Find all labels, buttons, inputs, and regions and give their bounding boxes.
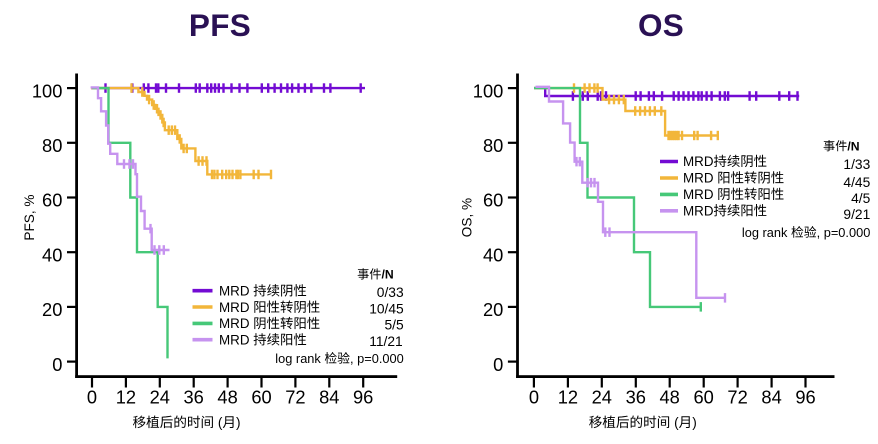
svg-text:96: 96 [795,387,815,408]
svg-text:20: 20 [483,299,503,320]
svg-text:OS, %: OS, % [459,198,474,237]
svg-text:PFS: PFS [189,7,251,43]
svg-text:0: 0 [529,387,539,408]
svg-text:72: 72 [285,387,305,408]
svg-text:24: 24 [150,387,170,408]
svg-text:PFS, %: PFS, % [22,195,37,241]
svg-text:48: 48 [217,387,237,408]
svg-text:MRD: MRD [219,332,253,347]
svg-text:24: 24 [592,387,612,408]
svg-text:12: 12 [116,387,136,408]
svg-text:MRD: MRD [683,203,714,218]
svg-text:60: 60 [42,190,62,211]
svg-text:40: 40 [483,244,503,265]
svg-text:MRD: MRD [683,154,714,169]
svg-text:5/5: 5/5 [385,318,405,333]
svg-text:9/21: 9/21 [843,207,870,222]
svg-text:4/45: 4/45 [843,175,870,190]
svg-text:4/5: 4/5 [851,191,871,206]
svg-text:/N: /N [382,268,394,282]
svg-text:80: 80 [483,135,503,156]
svg-text:MRD: MRD [219,316,253,331]
svg-text:80: 80 [42,135,62,156]
svg-text:1/33: 1/33 [843,157,870,172]
svg-text:0: 0 [493,354,503,375]
svg-text:60: 60 [694,387,714,408]
svg-text:/N: /N [847,139,859,153]
svg-text:OS: OS [638,7,684,43]
svg-text:84: 84 [319,387,339,408]
svg-text:0: 0 [87,387,97,408]
svg-text:): ) [236,415,241,430]
svg-text:log rank: log rank [742,225,791,240]
svg-text:MRD: MRD [683,187,717,202]
svg-text:(: ( [670,415,679,430]
svg-text:72: 72 [727,387,747,408]
svg-text:): ) [692,415,697,430]
svg-text:0: 0 [52,354,62,375]
svg-text:36: 36 [184,387,204,408]
svg-text:100: 100 [32,80,63,101]
svg-text:MRD: MRD [683,171,717,186]
svg-text:0/33: 0/33 [377,285,404,300]
svg-text:84: 84 [761,387,781,408]
svg-text:60: 60 [483,190,503,211]
svg-text:(: ( [214,415,223,430]
svg-text:, p=0.000: , p=0.000 [817,225,871,240]
svg-text:MRD: MRD [219,283,253,298]
svg-text:20: 20 [42,299,62,320]
svg-text:40: 40 [42,244,62,265]
svg-text:100: 100 [473,80,504,101]
svg-text:12: 12 [558,387,578,408]
svg-text:36: 36 [626,387,646,408]
svg-text:log rank: log rank [275,351,324,366]
svg-text:MRD: MRD [219,300,253,315]
svg-text:48: 48 [660,387,680,408]
svg-text:, p=0.000: , p=0.000 [350,351,404,366]
svg-text:60: 60 [251,387,271,408]
svg-text:11/21: 11/21 [369,334,403,349]
svg-text:96: 96 [353,387,373,408]
svg-text:10/45: 10/45 [369,301,404,316]
